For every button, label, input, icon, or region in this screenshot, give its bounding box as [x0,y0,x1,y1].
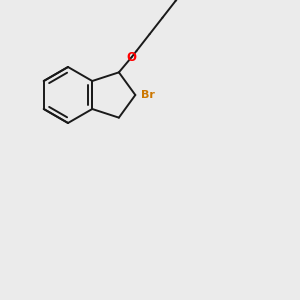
Text: Br: Br [141,90,155,100]
Text: O: O [127,50,137,64]
